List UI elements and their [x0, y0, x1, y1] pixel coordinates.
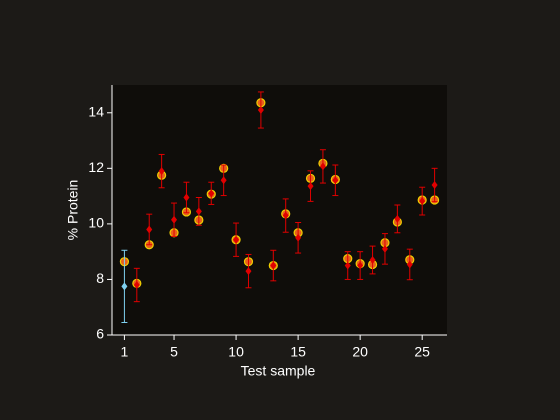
- y-tick-label: 6: [96, 326, 104, 342]
- y-tick-label: 10: [88, 215, 104, 231]
- measured-point: [183, 193, 190, 202]
- measured-point: [133, 281, 140, 289]
- x-tick-label: 10: [228, 344, 244, 360]
- measured-point: [369, 256, 376, 264]
- measured-point: [257, 106, 264, 114]
- x-tick-label: 5: [170, 344, 178, 360]
- measured-point: [195, 207, 202, 216]
- measured-point: [381, 244, 388, 253]
- measured-point: [332, 176, 339, 185]
- measured-point: [146, 225, 153, 234]
- measured-point: [220, 176, 227, 185]
- measured-point: [270, 261, 277, 270]
- x-tick-label: 20: [352, 344, 368, 360]
- y-tick-label: 12: [88, 159, 104, 175]
- measured-point: [431, 181, 438, 189]
- measured-point: [233, 235, 240, 244]
- measured-point: [295, 233, 302, 242]
- measured-point: [344, 261, 351, 270]
- measured-point: [419, 197, 426, 206]
- measured-point: [208, 189, 215, 198]
- y-axis-label: % Protein: [65, 180, 81, 241]
- y-tick-label: 8: [96, 270, 104, 286]
- measured-point: [158, 167, 165, 176]
- measured-point: [171, 215, 178, 224]
- measured-point: [406, 260, 413, 269]
- measured-point: [394, 214, 401, 223]
- plot-background: [112, 85, 447, 335]
- y-tick-label: 14: [88, 103, 104, 119]
- x-tick-label: 25: [414, 344, 430, 360]
- measured-point: [282, 211, 289, 220]
- measured-point: [357, 261, 364, 270]
- x-tick-label: 1: [121, 344, 129, 360]
- x-axis-label: Test sample: [241, 363, 316, 379]
- x-tick-label: 15: [290, 344, 306, 360]
- measured-point: [121, 282, 128, 291]
- measured-point: [319, 162, 326, 171]
- measured-point: [245, 267, 252, 276]
- measured-point: [307, 182, 314, 191]
